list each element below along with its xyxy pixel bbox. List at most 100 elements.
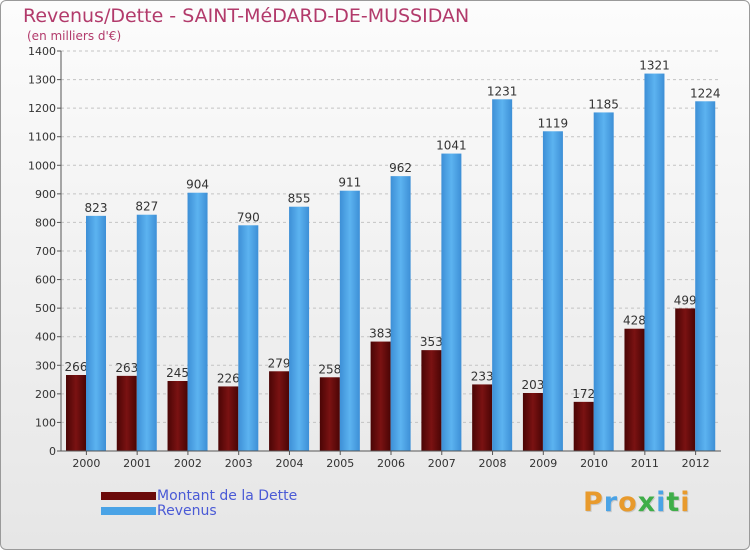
logo-letter: i: [680, 487, 691, 518]
logo-letter: r: [603, 487, 619, 518]
x-tick-label: 2010: [580, 457, 608, 470]
bar-dette: [370, 341, 391, 451]
chart-title: Revenus/Dette - SAINT-MéDARD-DE-MUSSIDAN: [23, 5, 470, 27]
logo-letter: i: [656, 487, 667, 518]
data-label-dette: 203: [521, 378, 544, 392]
bar-dette: [522, 393, 543, 451]
bar-dette: [269, 371, 290, 451]
data-label-dette: 279: [268, 356, 291, 370]
y-tick-label: 0: [49, 445, 56, 458]
y-tick-label: 200: [35, 388, 56, 401]
x-tick-label: 2000: [72, 457, 100, 470]
bar-dette: [116, 375, 137, 451]
data-label-revenus: 904: [186, 178, 209, 192]
data-label-dette: 353: [420, 335, 443, 349]
chart-subtitle: (en milliers d'€): [27, 29, 122, 43]
bar-revenus: [238, 225, 259, 451]
y-tick-label: 600: [35, 274, 56, 287]
y-tick-label: 1000: [28, 159, 56, 172]
bar-revenus: [86, 215, 106, 451]
legend-item-dette: Montant de la Dette: [101, 487, 298, 504]
data-label-dette: 233: [471, 369, 494, 383]
bar-revenus: [339, 190, 360, 451]
bar-dette: [624, 328, 645, 451]
x-tick-label: 2004: [275, 457, 303, 470]
data-label-revenus: 1224: [690, 86, 721, 100]
x-tick-label: 2003: [225, 457, 253, 470]
y-tick-label: 700: [35, 245, 56, 258]
bar-dette: [218, 386, 239, 451]
data-label-dette: 428: [623, 314, 646, 328]
data-label-dette: 258: [318, 362, 341, 376]
bar-revenus: [492, 99, 513, 452]
bar-dette: [675, 308, 696, 451]
bar-dette: [421, 350, 442, 451]
bar-revenus: [441, 153, 462, 452]
legend-item-revenus: Revenus: [101, 502, 297, 519]
y-tick-label: 400: [35, 331, 56, 344]
data-label-revenus: 823: [85, 201, 108, 215]
bar-revenus: [136, 214, 157, 451]
data-label-dette: 266: [65, 360, 88, 374]
data-label-revenus: 790: [237, 210, 260, 224]
data-label-revenus: 1041: [436, 139, 467, 153]
y-tick-label: 1300: [28, 74, 56, 87]
x-tick-label: 2007: [428, 457, 456, 470]
data-label-dette: 383: [369, 327, 392, 341]
y-tick-label: 1400: [28, 45, 56, 58]
bar-dette: [573, 401, 594, 451]
bar-revenus: [593, 112, 614, 451]
data-label-dette: 226: [217, 371, 240, 385]
legend-label-revenus: Revenus: [157, 502, 217, 519]
logo-letter: x: [637, 487, 657, 518]
data-label-revenus: 1185: [588, 97, 619, 111]
y-tick-label: 300: [35, 359, 56, 372]
legend-label-dette: Montant de la Dette: [157, 487, 298, 504]
logo-letter: P: [583, 487, 604, 518]
data-label-revenus: 855: [288, 192, 311, 206]
proxiti-logo: Proxiti: [583, 487, 691, 518]
data-label-dette: 499: [674, 293, 697, 307]
legend: Montant de la Dette Revenus: [101, 487, 298, 519]
y-tick-label: 800: [35, 216, 56, 229]
y-tick-label: 500: [35, 302, 56, 315]
bar-revenus: [390, 176, 411, 451]
bar-revenus: [289, 206, 310, 451]
data-label-dette: 263: [115, 361, 138, 375]
y-tick-label: 1200: [28, 102, 56, 115]
data-label-dette: 245: [166, 366, 189, 380]
data-label-revenus: 962: [389, 161, 412, 175]
bar-dette: [319, 377, 340, 451]
logo-letter: o: [618, 487, 638, 518]
data-label-revenus: 1231: [487, 84, 518, 98]
y-tick-label: 100: [35, 416, 56, 429]
bars: 266 823 263 827 245 904 226 790 279 855 258 911 383 9…: [65, 59, 721, 452]
legend-swatch-revenus: [101, 506, 156, 515]
x-tick-label: 2011: [631, 457, 659, 470]
x-tick-label: 2012: [682, 457, 710, 470]
x-tick-label: 2006: [377, 457, 405, 470]
bar-revenus: [542, 131, 563, 452]
data-label-revenus: 911: [338, 176, 361, 190]
bar-dette: [66, 375, 86, 451]
data-label-revenus: 1119: [538, 116, 569, 130]
bar-revenus: [187, 192, 208, 451]
bar-dette: [472, 384, 493, 451]
x-tick-label: 2009: [529, 457, 557, 470]
legend-swatch-dette: [101, 491, 156, 500]
x-tick-label: 2008: [479, 457, 507, 470]
x-tick-label: 2002: [174, 457, 202, 470]
data-label-dette: 172: [572, 387, 595, 401]
x-tick-label: 2005: [326, 457, 354, 470]
y-tick-label: 1100: [28, 131, 56, 144]
data-label-revenus: 827: [135, 200, 158, 214]
logo-letter: t: [666, 487, 681, 518]
data-label-revenus: 1321: [639, 59, 670, 73]
y-tick-label: 900: [35, 188, 56, 201]
x-tick-label: 2001: [123, 457, 151, 470]
bar-revenus: [695, 101, 716, 452]
bar-dette: [167, 381, 188, 451]
axes: 0 100 200 300 400 500 600 700 800 900 1000 1100 1200…: [28, 45, 721, 470]
